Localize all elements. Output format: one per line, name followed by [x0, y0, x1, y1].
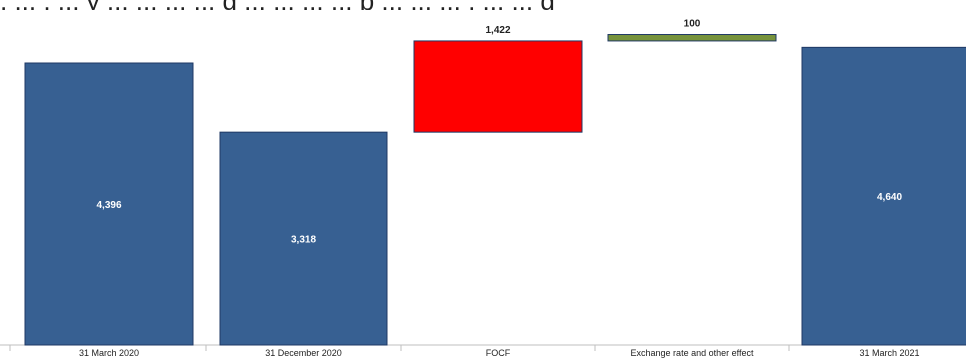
category-label-4: 31 March 2021 [859, 348, 919, 358]
value-label-0: 4,396 [96, 200, 121, 211]
value-label-2: 1,422 [485, 25, 510, 36]
category-label-0: 31 March 2020 [79, 348, 139, 358]
bar-2 [413, 40, 583, 133]
bar-3 [607, 34, 777, 42]
bar-1 [219, 131, 388, 346]
category-label-2: FOCF [486, 348, 511, 358]
category-label-3: Exchange rate and other effect [631, 348, 754, 358]
value-label-4: 4,640 [877, 192, 902, 203]
value-label-1: 3,318 [291, 235, 316, 246]
bar-0 [24, 62, 194, 346]
cropped-text-fragment: , ... , ... y ... ... ... ... g ... ... … [0, 0, 966, 10]
bar-4 [801, 46, 966, 346]
category-label-1: 31 December 2020 [265, 348, 342, 358]
value-label-3: 100 [684, 19, 701, 30]
